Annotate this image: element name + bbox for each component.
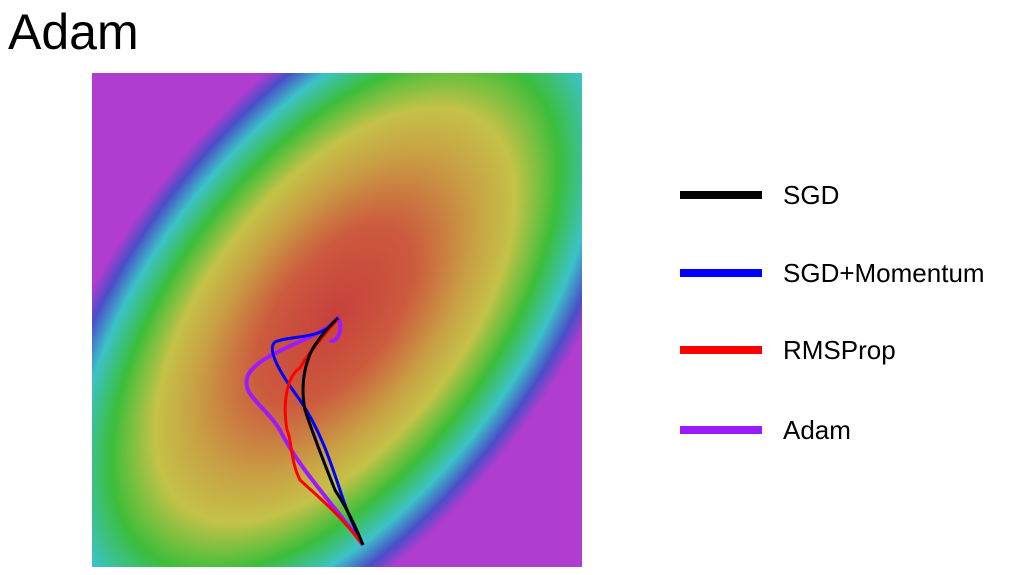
legend: SGD SGD+Momentum RMSProp Adam: [680, 180, 985, 445]
loss-surface: [92, 73, 582, 567]
momentum-path: [270, 320, 365, 546]
slide-title: Adam: [8, 4, 139, 60]
sgd-path: [301, 316, 365, 546]
legend-label: SGD: [783, 180, 839, 210]
legend-label: RMSProp: [783, 335, 896, 365]
legend-label: SGD+Momentum: [783, 258, 985, 288]
adam-path: [244, 314, 365, 547]
legend-label: Adam: [783, 415, 851, 445]
